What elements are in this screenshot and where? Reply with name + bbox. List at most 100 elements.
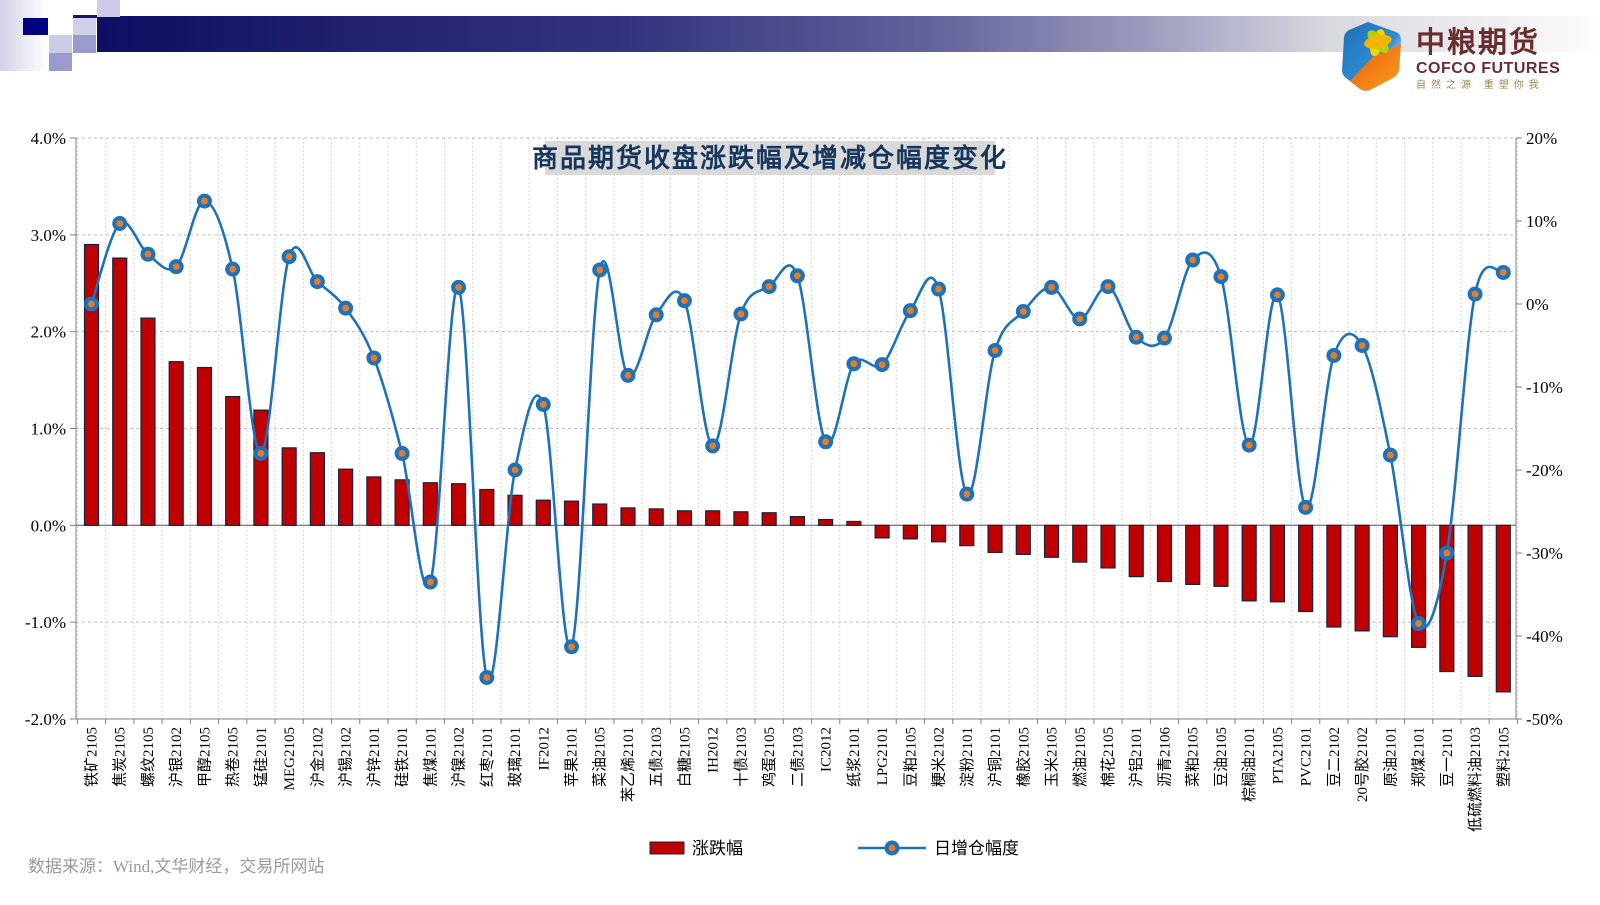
category-label: 淀粉2101 [959, 727, 976, 787]
category-label: 20号胶2102 [1354, 727, 1371, 802]
right-axis-label: 10% [1526, 212, 1557, 231]
category-label: 沪铝2101 [1128, 727, 1145, 787]
line-marker-center [116, 220, 124, 227]
category-label: IF2012 [536, 727, 552, 770]
category-label: MEG2105 [282, 727, 298, 790]
bar [987, 524, 1003, 554]
bar [338, 468, 354, 526]
right-axis-label: -10% [1526, 378, 1563, 397]
line-marker-center [172, 263, 180, 271]
right-axis-label: -40% [1526, 627, 1563, 646]
legend-line-label: 日增仓幅度 [934, 839, 1019, 858]
category-label: 铁矿2105 [84, 727, 101, 787]
category-label: 沪锌2101 [366, 727, 383, 787]
left-axis-label: 2.0% [31, 323, 66, 342]
bar [1495, 524, 1511, 693]
line-marker-center [765, 283, 773, 290]
line-marker-center [681, 297, 688, 305]
bar [1043, 524, 1060, 558]
bar [648, 508, 664, 526]
category-label: 沪银2102 [168, 727, 185, 787]
line-marker-center [1471, 290, 1479, 298]
bar [733, 511, 749, 526]
bar [1269, 524, 1286, 603]
bar [874, 524, 890, 539]
category-label: 硅铁2101 [394, 727, 411, 787]
category-label: 十债2103 [733, 727, 750, 787]
header-mosaic-square [23, 18, 48, 35]
left-axis-label: 0.0% [31, 516, 66, 535]
category-label: 二债2103 [789, 727, 806, 787]
line-marker-center [1217, 273, 1225, 281]
bar [535, 499, 551, 526]
right-axis-label: -20% [1526, 461, 1563, 480]
bar [253, 409, 269, 526]
cofco-logo-icon [1342, 22, 1401, 91]
bar [1213, 524, 1229, 587]
legend: 涨跌幅 日增仓幅度 [649, 839, 1019, 858]
header-mosaic-square [73, 35, 96, 53]
category-label: 豆一2101 [1440, 727, 1456, 787]
category-label: 燃油2105 [1071, 727, 1089, 787]
line-marker-center [1048, 284, 1055, 291]
line-marker-center [511, 466, 519, 474]
bar [789, 516, 806, 526]
category-label: 豆粕2105 [902, 727, 919, 787]
bar [1298, 524, 1314, 613]
bar [1467, 524, 1483, 677]
line-marker-center [878, 361, 886, 368]
category-label: 沪金2102 [309, 727, 326, 787]
category-label: 低硫燃料油2103 [1466, 727, 1484, 832]
bar [1128, 524, 1144, 578]
category-label: LPG2101 [875, 727, 891, 785]
line-marker-center [1245, 441, 1253, 449]
bar [1072, 524, 1088, 563]
line-marker-center [991, 347, 999, 354]
bar [1382, 524, 1398, 638]
bar [676, 510, 693, 526]
line-marker-center [1415, 620, 1422, 627]
cofco-logo: 中粮期货 COFCO FUTURES 自然之源 重塑你我 [1340, 20, 1590, 100]
category-label: IH2012 [706, 727, 722, 773]
category-label: 沪铜2101 [987, 727, 1004, 787]
bar [140, 317, 156, 526]
bar [479, 488, 495, 526]
category-label: 玉米2105 [1044, 727, 1061, 787]
futures-change-chart: 4.0% 3.0% 2.0% 1.0% 0.0% -1.0% -2.0% 20% 10% 0% -1… [25, 129, 1563, 876]
category-label: PVC2101 [1299, 727, 1315, 786]
category-label: 鸡蛋2105 [761, 727, 778, 787]
line-marker-center [257, 450, 265, 457]
header-mosaic-square [73, 15, 97, 18]
bar [309, 452, 325, 526]
header-gradient-strip [0, 0, 48, 71]
category-label: PTA2105 [1270, 727, 1286, 784]
bar [366, 476, 382, 526]
left-axis-label: 1.0% [31, 420, 66, 439]
bar [281, 447, 297, 526]
logo-title: 中粮期货 [1416, 27, 1541, 60]
line-marker-center [1076, 315, 1084, 323]
line-marker-center [737, 310, 745, 318]
category-label: 豆油2105 [1213, 727, 1230, 787]
category-label: 橡胶2105 [1015, 727, 1032, 787]
category-label: 棉花2105 [1100, 727, 1117, 787]
bar [112, 257, 128, 526]
chart-canvas: 4.0% 3.0% 2.0% 1.0% 0.0% -1.0% -2.0% 20% 10% 0% -1… [0, 120, 1600, 900]
line-marker-center [88, 300, 95, 308]
category-label: 螺纹2105 [140, 727, 157, 787]
bar [83, 243, 100, 526]
line-marker-center [313, 278, 321, 285]
line-marker-center [144, 250, 152, 258]
chart-title: 商品期货收盘涨跌幅及增减仓幅度变化 [532, 143, 1008, 173]
category-label: 苹果2101 [564, 727, 581, 787]
bar [225, 395, 241, 526]
line-marker-center [1358, 342, 1366, 349]
bar [1100, 524, 1116, 569]
line-marker-center [398, 450, 406, 457]
position-change-line [90, 199, 1505, 682]
category-label: 塑料2105 [1495, 727, 1512, 787]
bar [620, 507, 636, 526]
data-source-note: 数据来源：Wind,文华财经，交易所网站 [28, 857, 324, 876]
line-marker-center [342, 304, 350, 312]
